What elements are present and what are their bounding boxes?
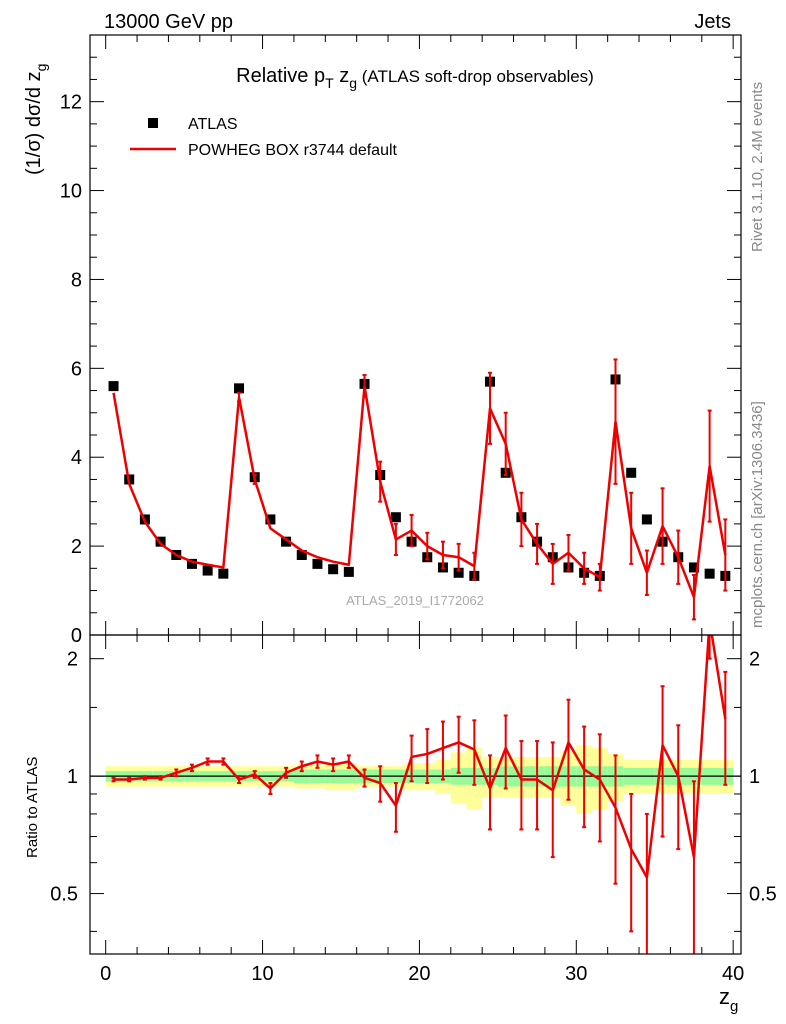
data-point [343, 566, 354, 577]
ratio-tick-label: 1 [67, 766, 78, 788]
y-tick-label: 8 [71, 269, 82, 291]
ratio-tick-label: 2 [67, 649, 78, 671]
data-point [108, 381, 119, 392]
ratio-tick-label-right: 2 [749, 649, 760, 671]
data-point [265, 514, 276, 525]
site-label: mcplots.cern.ch [arXiv:1306.3436] [749, 401, 766, 628]
ratio-powheg-series [111, 635, 728, 954]
y-tick-label: 4 [71, 447, 82, 469]
y-tick-label: 6 [71, 358, 82, 380]
data-point [626, 467, 637, 478]
data-point [234, 383, 245, 394]
category-label: Jets [694, 11, 731, 33]
x-tick-label: 20 [408, 963, 430, 985]
analysis-id: ATLAS_2019_I1772062 [346, 593, 484, 608]
data-point [296, 550, 307, 560]
data-point [155, 536, 166, 547]
data-point [390, 512, 401, 523]
ratio-tick-label-right: 1 [749, 766, 760, 788]
data-point [688, 562, 699, 573]
mc-line [112, 384, 727, 599]
legend-data-marker [148, 118, 158, 128]
ratio-y-axis-label: Ratio to ATLAS [24, 757, 41, 858]
ratio-mc-line [113, 635, 727, 879]
chart-title: Relative pT zg (ATLAS soft-drop observab… [236, 65, 594, 91]
y-tick-label: 10 [60, 181, 82, 203]
x-tick-label: 0 [100, 963, 111, 985]
atlas-data-series [108, 374, 731, 581]
data-point [312, 558, 323, 569]
data-point [186, 558, 197, 569]
data-point [202, 565, 213, 576]
y-axis-label: (1/σ) dσ/d zg [23, 64, 49, 175]
data-point [218, 568, 229, 579]
y-tick-label: 0 [71, 625, 82, 647]
legend-mc-label: POWHEG BOX r3744 default [188, 142, 398, 159]
x-tick-label: 30 [565, 963, 587, 985]
x-tick-label: 10 [251, 963, 273, 985]
x-tick-label: 40 [722, 963, 744, 985]
energy-label: 13000 GeV pp [104, 11, 233, 33]
ratio-tick-label-right: 0.5 [749, 884, 777, 906]
ratio-plot-frame [89, 634, 742, 955]
powheg-series [112, 358, 728, 621]
data-point [328, 564, 339, 575]
data-point [453, 567, 464, 578]
x-axis-label: zg [719, 984, 738, 1015]
data-point [641, 514, 652, 525]
data-point [281, 536, 292, 547]
legend-data-label: ATLAS [188, 116, 238, 133]
y-tick-label: 2 [71, 536, 82, 558]
ratio-tick-label: 0.5 [50, 884, 78, 906]
rivet-label: Rivet 3.1.10, 2.4M events [749, 82, 766, 252]
data-point [704, 568, 715, 579]
y-tick-label: 12 [60, 92, 82, 114]
